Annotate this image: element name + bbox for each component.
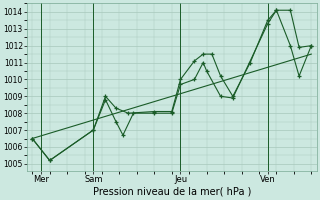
- X-axis label: Pression niveau de la mer( hPa ): Pression niveau de la mer( hPa ): [92, 187, 251, 197]
